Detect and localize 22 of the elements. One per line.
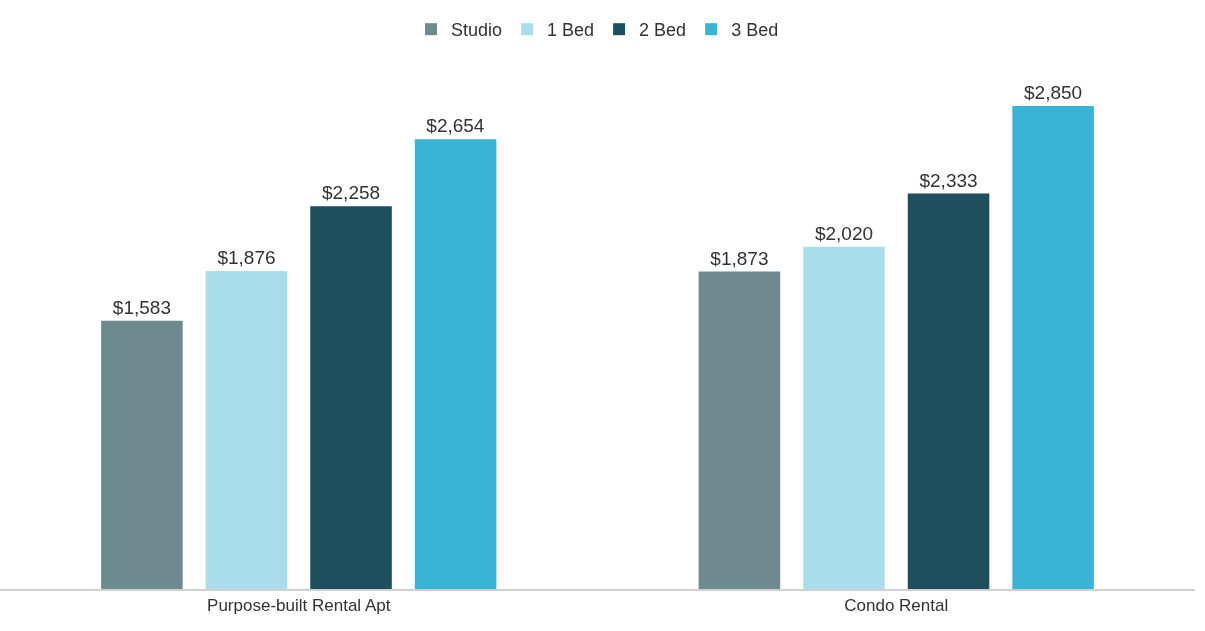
bar [803,246,885,589]
bar [414,139,497,589]
legend-label: 3 Bed [731,20,779,41]
legend-label: 1 Bed [547,20,595,41]
bar [698,271,781,589]
data-label: $2,333 [919,169,978,191]
data-label: $1,876 [217,247,276,269]
bar [310,206,392,589]
x-tick-label: Condo Rental [844,596,949,616]
legend-label: Studio [451,20,503,41]
bar [907,193,990,589]
legend-label: 2 Bed [639,20,687,41]
bar [1012,105,1094,589]
bar [205,271,288,589]
bar [101,320,183,589]
data-label: $2,654 [426,115,485,137]
data-label: $1,583 [112,296,171,318]
data-label: $1,873 [710,247,769,269]
data-label: $2,850 [1024,81,1083,103]
x-tick-label: Purpose-built Rental Apt [207,596,391,616]
data-label: $2,020 [814,222,874,244]
data-label: $2,258 [321,182,381,204]
